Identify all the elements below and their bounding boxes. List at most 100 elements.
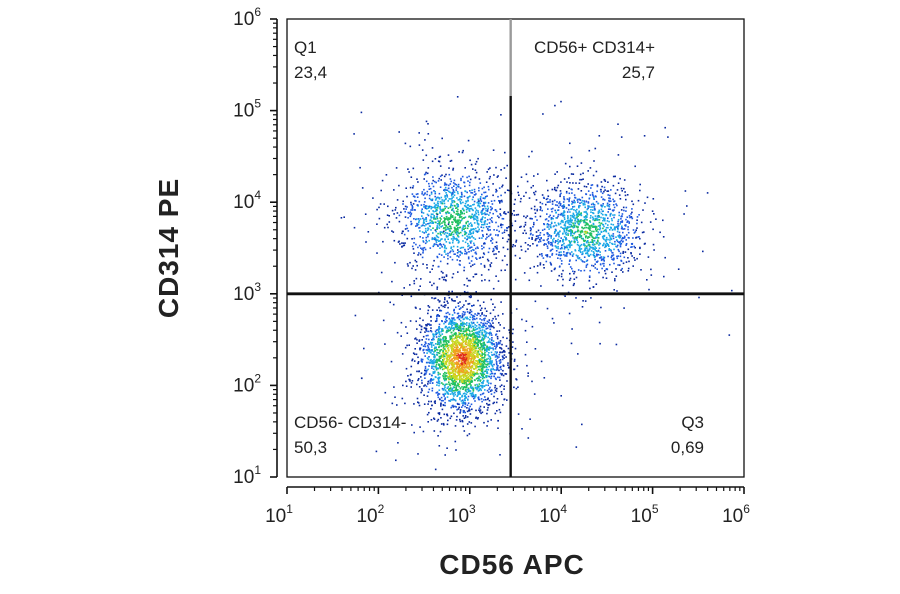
event-dot	[470, 260, 473, 262]
event-dot	[502, 365, 505, 367]
event-dot	[463, 205, 466, 207]
event-dot	[434, 192, 437, 195]
event-dot	[359, 166, 361, 169]
event-dot	[442, 339, 444, 341]
event-dot	[575, 182, 577, 184]
event-dot	[486, 171, 488, 173]
event-dot	[447, 370, 450, 373]
event-dot	[465, 205, 467, 207]
event-dot	[604, 189, 606, 191]
event-dot	[479, 354, 482, 357]
event-dot	[569, 218, 572, 221]
event-dot	[460, 355, 462, 358]
event-dot	[649, 221, 652, 223]
event-dot	[465, 388, 467, 390]
event-dot	[467, 207, 469, 209]
event-dot	[550, 218, 553, 221]
event-dot	[426, 234, 429, 236]
event-dot	[447, 419, 449, 422]
event-dot	[631, 255, 633, 257]
event-dot	[456, 207, 458, 209]
event-dot	[556, 171, 558, 173]
event-dot	[473, 242, 475, 245]
event-dot	[437, 314, 439, 316]
event-dot	[469, 373, 472, 376]
event-dot	[443, 220, 446, 222]
event-dot	[468, 351, 471, 353]
event-dot	[467, 344, 469, 346]
event-dot	[487, 341, 490, 343]
event-dot	[438, 346, 440, 349]
event-dot	[458, 315, 461, 317]
event-dot	[440, 345, 443, 347]
event-dot	[473, 218, 475, 221]
event-dot	[452, 236, 454, 238]
event-dot	[611, 271, 613, 273]
event-dot	[427, 346, 430, 348]
event-dot	[431, 284, 433, 287]
event-dot	[574, 217, 576, 220]
event-dot	[524, 224, 527, 226]
event-dot	[454, 399, 457, 402]
event-dot	[560, 219, 563, 222]
event-dot	[473, 304, 475, 307]
event-dot	[547, 189, 549, 192]
event-dot	[458, 226, 461, 229]
event-dot	[487, 185, 490, 188]
event-dot	[598, 221, 601, 224]
event-dot	[467, 354, 469, 356]
event-dot	[424, 331, 426, 333]
event-dot	[467, 366, 470, 369]
event-dot	[431, 404, 433, 407]
event-dot	[457, 382, 459, 385]
event-dot	[459, 195, 462, 198]
event-dot	[459, 392, 461, 394]
event-dot	[554, 221, 556, 224]
event-dot	[463, 230, 466, 233]
event-dot	[491, 337, 493, 339]
event-dot	[457, 384, 459, 386]
event-dot	[486, 341, 489, 344]
event-dot	[533, 208, 536, 211]
event-dot	[451, 321, 454, 323]
event-dot	[447, 207, 450, 209]
event-dot	[477, 202, 480, 205]
event-dot	[603, 190, 605, 193]
event-dot	[501, 351, 503, 354]
event-dot	[483, 357, 485, 359]
event-dot	[563, 242, 565, 245]
event-dot	[583, 218, 586, 221]
event-dot	[588, 225, 591, 228]
event-dot	[626, 234, 628, 236]
event-dot	[597, 233, 599, 236]
event-dot	[442, 389, 445, 391]
event-dot	[433, 362, 435, 365]
event-dot	[441, 137, 443, 140]
event-dot	[466, 370, 468, 373]
event-dot	[427, 233, 430, 236]
event-dot	[613, 209, 615, 211]
event-dot	[462, 201, 464, 204]
event-dot	[497, 365, 499, 367]
event-dot	[483, 319, 486, 322]
event-dot	[602, 244, 604, 247]
event-dot	[473, 215, 475, 217]
event-dot	[455, 227, 457, 230]
event-dot	[514, 229, 516, 232]
event-dot	[474, 379, 476, 382]
event-dot	[419, 230, 421, 232]
event-dot	[459, 371, 462, 374]
event-dot	[474, 386, 477, 389]
event-dot	[563, 204, 565, 206]
event-dot	[610, 250, 612, 252]
event-dot	[571, 255, 574, 257]
event-dot	[435, 336, 438, 338]
event-dot	[507, 347, 510, 350]
event-dot	[592, 218, 594, 221]
event-dot	[514, 220, 517, 222]
event-dot	[557, 254, 560, 256]
event-dot	[494, 351, 497, 353]
event-dot	[524, 221, 527, 224]
event-dot	[473, 373, 476, 376]
event-dot	[474, 340, 476, 343]
